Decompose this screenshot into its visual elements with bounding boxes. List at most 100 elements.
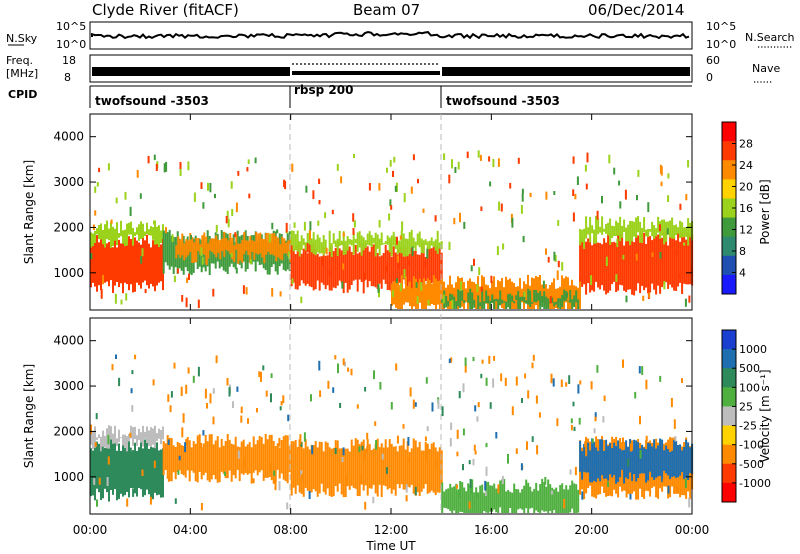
velocity-cell bbox=[194, 443, 197, 482]
power-cell bbox=[312, 232, 315, 255]
power-scatter-echo bbox=[566, 292, 568, 298]
velocity-cell bbox=[561, 483, 564, 513]
velocity-scatter-echo bbox=[659, 375, 662, 382]
power-cell bbox=[396, 240, 399, 254]
power-scatter-echo bbox=[159, 234, 162, 241]
power-cell bbox=[294, 254, 297, 290]
power-cell bbox=[386, 250, 389, 290]
velocity-scatter-echo bbox=[577, 384, 580, 394]
power-cell bbox=[597, 242, 600, 288]
nsky-panel bbox=[89, 21, 693, 50]
velocity-scatter-echo bbox=[286, 502, 289, 510]
power-cell bbox=[346, 246, 349, 293]
power-cell bbox=[224, 232, 227, 272]
power-cell bbox=[579, 276, 581, 309]
velocity-cell bbox=[304, 439, 307, 488]
velocity-cell bbox=[326, 442, 329, 489]
velocity-cell bbox=[286, 435, 289, 484]
power-cell bbox=[553, 302, 556, 307]
power-cell bbox=[557, 298, 560, 308]
power-cell bbox=[631, 221, 634, 242]
velocity-scatter-echo bbox=[622, 437, 624, 444]
power-scatter-echo bbox=[214, 193, 216, 199]
power-cell bbox=[400, 247, 403, 293]
velocity-cell bbox=[671, 450, 674, 477]
power-cell bbox=[607, 222, 610, 236]
velocity-cell bbox=[160, 449, 162, 498]
power-scatter-echo bbox=[403, 193, 406, 203]
power-scatter-echo bbox=[129, 206, 132, 217]
colorbar-swatch bbox=[722, 179, 736, 199]
power-cell bbox=[519, 278, 521, 309]
power-cell bbox=[420, 252, 423, 288]
velocity-cell bbox=[681, 450, 684, 473]
power-cell bbox=[432, 246, 435, 282]
power-cell bbox=[539, 275, 541, 307]
power-cell bbox=[208, 236, 211, 276]
velocity-y-axis-label: Slant Range [km] bbox=[22, 364, 36, 468]
power-cell bbox=[593, 238, 596, 292]
colorbar-tick-label: 25 bbox=[739, 400, 753, 413]
power-cell bbox=[296, 245, 299, 290]
power-cell bbox=[124, 240, 126, 283]
power-scatter-echo bbox=[385, 265, 388, 273]
power-scatter-echo bbox=[136, 170, 139, 178]
velocity-scatter-echo bbox=[448, 358, 451, 364]
power-cell bbox=[362, 247, 365, 294]
power-scatter-echo bbox=[336, 242, 339, 247]
velocity-scatter-echo bbox=[544, 476, 547, 485]
power-cell bbox=[435, 278, 437, 309]
power-scatter-echo bbox=[583, 240, 585, 249]
velocity-cell bbox=[378, 447, 381, 485]
power-cell bbox=[304, 242, 307, 251]
velocity-cell bbox=[577, 489, 580, 513]
power-scatter-echo bbox=[608, 154, 611, 164]
velocity-cell bbox=[394, 446, 397, 496]
velocity-cell bbox=[246, 444, 249, 475]
velocity-cell bbox=[292, 441, 295, 488]
power-cell bbox=[659, 233, 662, 294]
power-scatter-echo bbox=[390, 205, 393, 210]
power-cell bbox=[665, 232, 668, 283]
power-cell bbox=[681, 222, 684, 238]
velocity-cell bbox=[208, 434, 211, 483]
velocity-cell bbox=[410, 448, 413, 485]
power-cell bbox=[425, 284, 427, 309]
power-cell bbox=[146, 234, 148, 286]
power-cell bbox=[501, 299, 504, 304]
velocity-scatter-echo bbox=[550, 490, 553, 495]
nsky-tick-top: 10^5 bbox=[56, 20, 86, 33]
colorbar-tick-label: 1000 bbox=[739, 343, 767, 356]
velocity-data-layer bbox=[90, 354, 694, 513]
power-cell bbox=[631, 239, 634, 295]
power-scatter-echo bbox=[303, 221, 306, 231]
velocity-scatter-echo bbox=[300, 441, 303, 447]
power-scatter-echo bbox=[684, 298, 687, 307]
power-cell bbox=[284, 240, 287, 272]
power-scatter-echo bbox=[176, 268, 179, 274]
velocity-cell bbox=[643, 447, 646, 474]
power-cell bbox=[128, 222, 130, 235]
velocity-cell bbox=[537, 490, 540, 513]
velocity-cell bbox=[451, 487, 454, 513]
power-cell bbox=[559, 298, 562, 309]
power-scatter-echo bbox=[492, 158, 495, 168]
colorbar-tick-label: 20 bbox=[739, 181, 753, 194]
freq-label-line2: [MHz] bbox=[6, 67, 38, 80]
power-colorbar: 28 24 20 16 12 8 4 bbox=[721, 121, 753, 295]
power-cell bbox=[661, 237, 664, 288]
velocity-scatter-echo bbox=[520, 463, 523, 471]
freq-band-middle bbox=[292, 71, 440, 75]
velocity-cell bbox=[414, 440, 417, 496]
power-cell bbox=[603, 238, 606, 291]
power-scatter-echo bbox=[408, 260, 411, 266]
velocity-scatter-echo bbox=[426, 426, 429, 432]
power-cell bbox=[497, 280, 499, 309]
power-cell bbox=[473, 299, 476, 308]
power-cell bbox=[360, 243, 363, 282]
power-cell bbox=[489, 288, 491, 309]
power-cell bbox=[318, 237, 321, 254]
power-cell bbox=[237, 243, 240, 264]
velocity-cell bbox=[250, 447, 253, 484]
velocity-cell bbox=[112, 439, 114, 495]
